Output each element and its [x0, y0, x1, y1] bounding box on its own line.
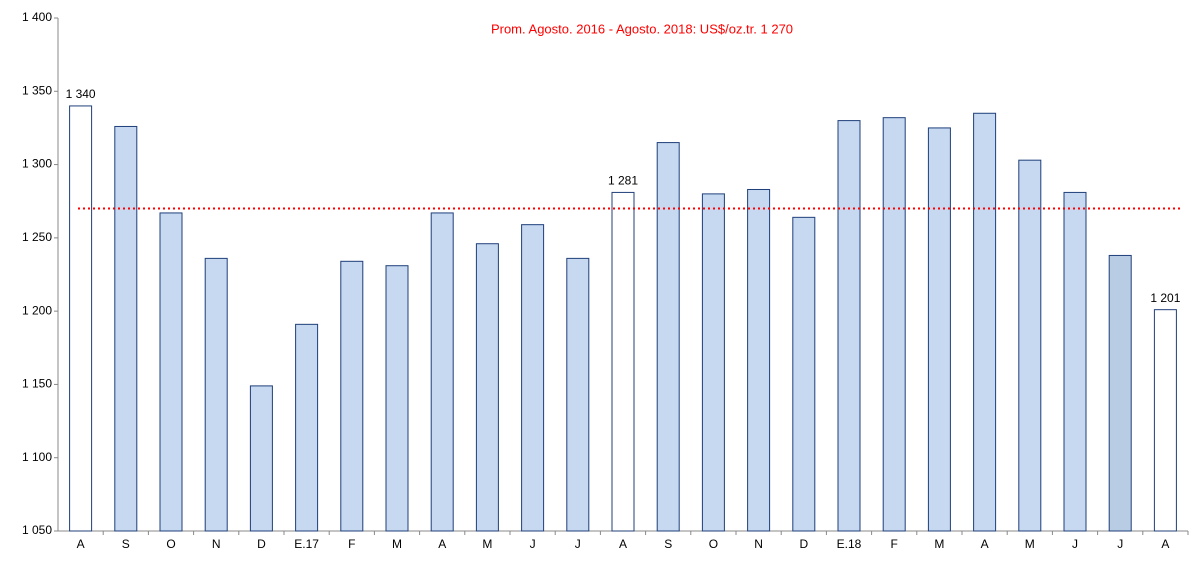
x-tick-label: M: [482, 537, 492, 551]
bar: [475, 243, 499, 532]
value-label: 1 281: [608, 174, 638, 188]
bar: [882, 117, 906, 532]
x-tick-label: D: [799, 537, 808, 551]
x-tick-label: N: [212, 537, 221, 551]
x-tick-label: E.17: [294, 537, 319, 551]
bar: [1108, 254, 1132, 532]
bar: [927, 127, 951, 532]
bar: [295, 323, 319, 532]
x-tick-label: A: [438, 537, 446, 551]
value-label: 1 340: [66, 87, 96, 101]
x-tick-label: F: [348, 537, 355, 551]
x-tick-label: J: [1072, 537, 1078, 551]
bar: [566, 257, 590, 532]
bar: [69, 105, 93, 532]
bar: [1018, 159, 1042, 532]
y-tick-label: 1 050: [22, 523, 52, 537]
x-tick-label: O: [166, 537, 175, 551]
bar: [521, 224, 545, 532]
y-tick-label: 1 300: [22, 157, 52, 171]
x-tick-label: A: [619, 537, 627, 551]
x-tick-label: M: [392, 537, 402, 551]
x-tick-label: S: [664, 537, 672, 551]
bar: [159, 212, 183, 532]
x-tick-label: J: [575, 537, 581, 551]
bar: [611, 191, 635, 532]
x-tick-label: M: [934, 537, 944, 551]
x-tick-label: F: [891, 537, 898, 551]
bar: [204, 257, 228, 532]
x-tick-label: M: [1025, 537, 1035, 551]
x-tick-label: D: [257, 537, 266, 551]
x-tick-label: J: [1117, 537, 1123, 551]
bar: [430, 212, 454, 532]
bar: [747, 188, 771, 532]
value-label: 1 201: [1150, 291, 1180, 305]
y-tick-label: 1 350: [22, 83, 52, 97]
y-tick-label: 1 200: [22, 303, 52, 317]
x-tick-label: N: [754, 537, 763, 551]
x-tick-label: O: [709, 537, 718, 551]
x-tick-label: E.18: [837, 537, 862, 551]
bar: [837, 120, 861, 532]
bar: [385, 265, 409, 532]
bar: [792, 216, 816, 532]
x-tick-label: J: [530, 537, 536, 551]
bar: [114, 125, 138, 532]
bar: [1153, 309, 1177, 532]
x-tick-label: S: [122, 537, 130, 551]
bar: [973, 112, 997, 532]
y-tick-label: 1 100: [22, 450, 52, 464]
y-tick-label: 1 400: [22, 10, 52, 24]
y-tick-label: 1 250: [22, 230, 52, 244]
bar: [656, 142, 680, 532]
bar: [340, 260, 364, 532]
chart-title: Prom. Agosto. 2016 - Agosto. 2018: US$/o…: [491, 21, 793, 36]
bar: [701, 193, 725, 532]
x-tick-label: A: [77, 537, 85, 551]
bar: [1063, 191, 1087, 532]
y-tick-label: 1 150: [22, 377, 52, 391]
bar: [249, 385, 273, 532]
x-tick-label: A: [981, 537, 989, 551]
x-tick-label: A: [1161, 537, 1169, 551]
